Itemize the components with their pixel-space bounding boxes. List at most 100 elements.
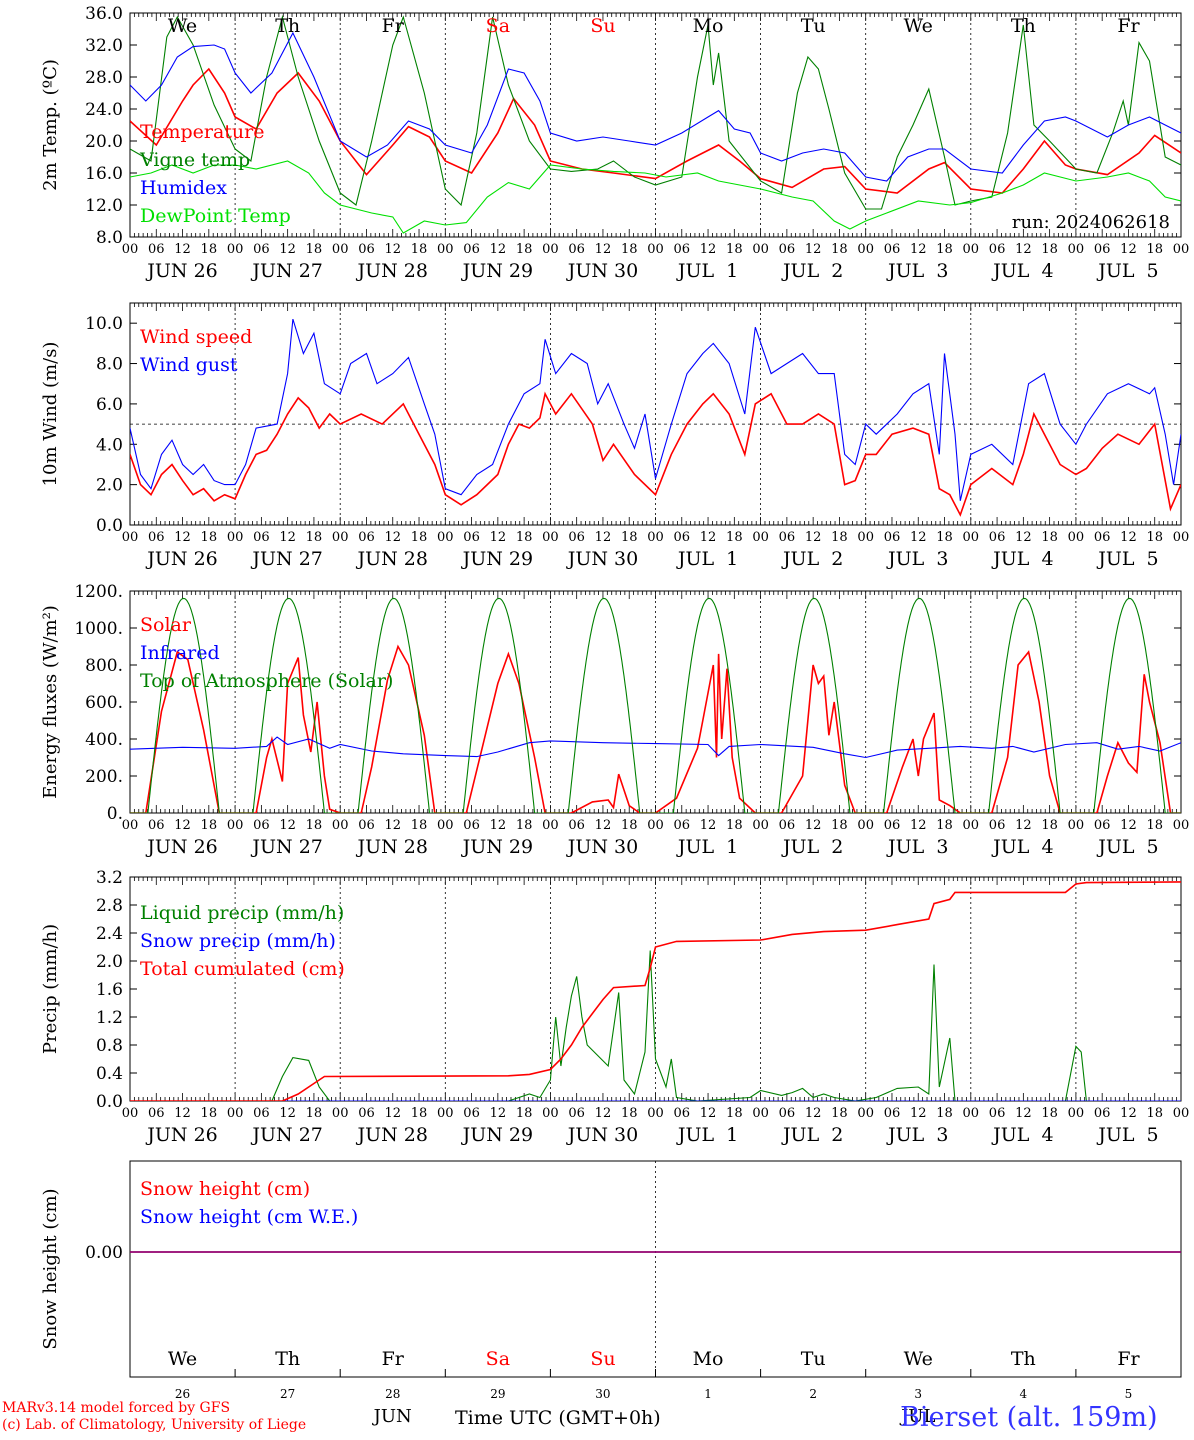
hour-tick-label: 18 — [726, 242, 743, 257]
weekday-label: Mo — [693, 1348, 724, 1370]
hour-tick-label: 00 — [1173, 818, 1190, 833]
hour-tick-label: 12 — [805, 242, 822, 257]
hour-tick-label: 12 — [490, 242, 507, 257]
series-line-2 — [130, 31, 1181, 182]
hour-tick-label: 12 — [174, 530, 191, 545]
hour-tick-label: 06 — [253, 818, 270, 833]
y-axis-title: 2m Temp. (ºC) — [40, 59, 61, 191]
day-label: JUL 1 — [676, 548, 738, 570]
hour-tick-label: 12 — [910, 818, 927, 833]
hour-tick-label: 18 — [411, 1106, 428, 1121]
hour-tick-label: 00 — [122, 1106, 139, 1121]
weekday-label: Th — [1011, 15, 1036, 37]
day-label: JUL 1 — [676, 260, 738, 282]
y-tick-label: 8.0 — [96, 228, 123, 248]
y-tick-label: 400. — [85, 730, 123, 750]
hour-tick-label: 12 — [910, 530, 927, 545]
hour-tick-label: 12 — [384, 1106, 401, 1121]
day-label: JUL 3 — [886, 260, 948, 282]
day-label: JUN 28 — [356, 260, 428, 282]
weekday-label: Fr — [382, 1348, 405, 1370]
hour-tick-label: 12 — [805, 530, 822, 545]
hour-tick-label: 06 — [358, 530, 375, 545]
day-label: JUN 28 — [356, 1124, 428, 1146]
y-tick-label: 0. — [107, 804, 123, 824]
hour-tick-label: 06 — [253, 242, 270, 257]
hour-tick-label: 12 — [595, 1106, 612, 1121]
day-label: JUN 26 — [145, 260, 217, 282]
hour-tick-label: 18 — [831, 530, 848, 545]
model-credit: MARv3.14 model forced by GFS (c) Lab. of… — [2, 1400, 306, 1434]
hour-tick-label: 06 — [148, 818, 165, 833]
hour-tick-label: 06 — [884, 818, 901, 833]
hour-tick-label: 00 — [752, 530, 769, 545]
hour-tick-label: 12 — [174, 818, 191, 833]
hour-tick-label: 06 — [779, 530, 796, 545]
hour-tick-label: 00 — [647, 818, 664, 833]
hour-tick-label: 00 — [332, 530, 349, 545]
y-tick-label: 1000. — [74, 619, 123, 639]
series-line-1 — [130, 736, 1181, 759]
y-axis-title: 10m Wind (m/s) — [40, 342, 61, 487]
day-label: JUL 5 — [1096, 836, 1158, 858]
hour-tick-label: 12 — [490, 818, 507, 833]
hour-tick-label: 06 — [463, 242, 480, 257]
day-label: JUL 2 — [781, 1124, 843, 1146]
hour-tick-label: 00 — [857, 818, 874, 833]
credit-line: (c) Lab. of Climatology, University of L… — [2, 1417, 307, 1433]
y-axis-title: Snow height (cm) — [40, 1188, 61, 1349]
day-label: JUN 29 — [461, 1124, 533, 1146]
weekday-label: Sa — [486, 1348, 510, 1370]
hour-tick-label: 18 — [831, 242, 848, 257]
weekday-label: We — [168, 15, 197, 37]
hour-tick-label: 06 — [779, 818, 796, 833]
hour-tick-label: 18 — [1146, 818, 1163, 833]
legend-label: DewPoint Temp — [140, 205, 291, 227]
hour-tick-label: 12 — [1120, 530, 1137, 545]
series-line-0 — [130, 391, 1181, 517]
series-group — [130, 14, 1181, 234]
hour-tick-label: 12 — [174, 1106, 191, 1121]
hour-tick-label: 06 — [358, 1106, 375, 1121]
hour-tick-label: 12 — [384, 818, 401, 833]
hour-tick-label: 06 — [884, 1106, 901, 1121]
hour-tick-label: 00 — [1173, 242, 1190, 257]
day-label: JUL 2 — [781, 836, 843, 858]
hour-tick-label: 12 — [174, 242, 191, 257]
hour-tick-label: 00 — [122, 818, 139, 833]
model-line: MARv3.14 model forced by GFS — [2, 1400, 231, 1416]
legend-label: Snow precip (mm/h) — [140, 930, 336, 952]
hour-tick-label: 18 — [201, 242, 218, 257]
hour-tick-label: 06 — [674, 242, 691, 257]
hour-tick-label: 00 — [1068, 242, 1085, 257]
day-label: JUN 26 — [145, 1124, 217, 1146]
hour-tick-label: 18 — [306, 1106, 323, 1121]
y-tick-label: 6.0 — [96, 395, 123, 415]
y-tick-label: 24.0 — [85, 100, 123, 120]
y-tick-label: 10.0 — [85, 314, 123, 334]
x-axis-title: Time UTC (GMT+0h) — [455, 1407, 661, 1429]
y-axis-title: Precip (mm/h) — [40, 924, 61, 1054]
month-label: JUL — [899, 1406, 935, 1427]
hour-tick-label: 06 — [253, 1106, 270, 1121]
hour-tick-label: 00 — [857, 1106, 874, 1121]
hour-tick-label: 18 — [1041, 818, 1058, 833]
hour-tick-label: 12 — [1120, 818, 1137, 833]
day-label: JUL 5 — [1096, 548, 1158, 570]
day-label: JUL 1 — [676, 836, 738, 858]
panel-3: 0. 200. 400. 600. 800. 1000. 1200. Energy fluxe… — [40, 582, 1189, 858]
hour-tick-label: 00 — [1068, 1106, 1085, 1121]
day-number: 26 — [175, 1387, 190, 1401]
hour-tick-label: 12 — [384, 530, 401, 545]
day-label: JUN 26 — [145, 548, 217, 570]
hour-tick-label: 06 — [1094, 530, 1111, 545]
legend-label: Liquid precip (mm/h) — [140, 902, 344, 924]
hour-tick-label: 00 — [332, 242, 349, 257]
y-tick-label: 2.8 — [96, 896, 123, 916]
day-label: JUL 3 — [886, 548, 948, 570]
y-tick-label: 20.0 — [85, 132, 123, 152]
day-label: JUN 27 — [250, 836, 322, 858]
hour-tick-label: 12 — [279, 242, 296, 257]
hour-tick-label: 18 — [1146, 530, 1163, 545]
